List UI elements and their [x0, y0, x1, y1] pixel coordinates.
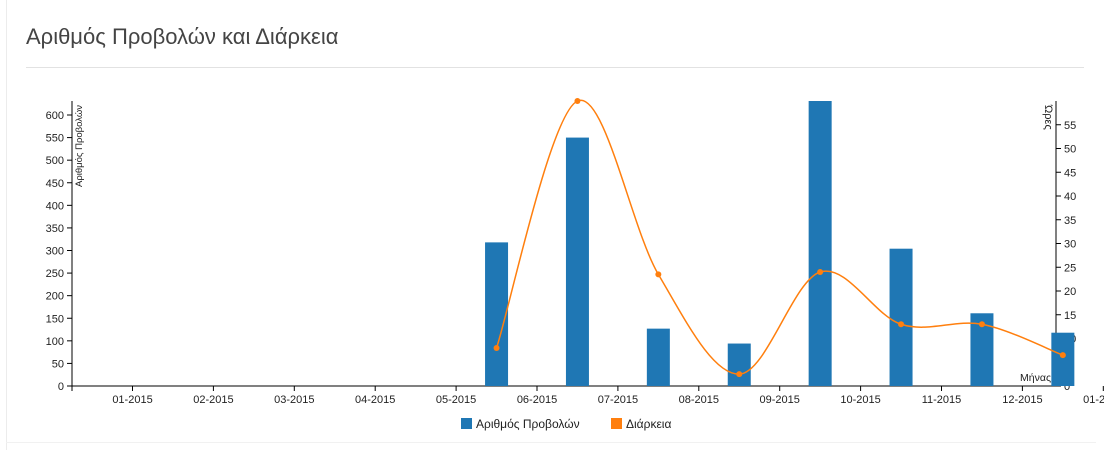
panel-bottom-border: [6, 442, 1096, 443]
legend-label-duration: Διάρκεια: [626, 417, 671, 431]
duration-point: [978, 321, 985, 328]
left-tick-label: 250: [46, 268, 64, 280]
left-tick-label: 400: [46, 200, 64, 212]
left-tick-label: 450: [46, 178, 64, 190]
right-tick-label: 15: [1064, 310, 1076, 322]
title-divider: [26, 67, 1084, 68]
right-axis-title: Ώρες: [1042, 104, 1054, 130]
x-tick-label: 04-2015: [355, 394, 395, 406]
right-tick-label: 45: [1064, 167, 1076, 179]
x-tick-label: 01-2015: [112, 394, 152, 406]
x-tick-label: 12-2015: [1002, 394, 1042, 406]
bar: [889, 248, 913, 386]
duration-point: [655, 271, 662, 278]
left-tick-label: 300: [46, 246, 64, 258]
duration-point: [574, 98, 581, 104]
duration-point: [1059, 352, 1066, 359]
bar: [485, 242, 509, 386]
bar: [565, 137, 589, 386]
bar: [808, 101, 832, 386]
x-tick-label: 08-2015: [679, 394, 719, 406]
legend-swatch-views: [461, 418, 472, 429]
left-tick-label: 0: [58, 381, 64, 393]
bar: [646, 328, 670, 386]
left-tick-label: 100: [46, 336, 64, 348]
left-tick-label: 500: [46, 155, 64, 167]
left-tick-label: 350: [46, 223, 64, 235]
panel-left-border: [6, 0, 7, 450]
left-tick-label: 150: [46, 313, 64, 325]
duration-point: [898, 321, 905, 328]
left-tick-label: 550: [46, 133, 64, 145]
x-tick-label: 01-2016: [1083, 394, 1104, 406]
right-tick-label: 20: [1064, 286, 1076, 298]
right-tick-label: 30: [1064, 239, 1076, 251]
legend: Αριθμός Προβολών Διάρκεια: [461, 417, 671, 431]
right-tick-label: 50: [1064, 144, 1076, 156]
right-tick-label: 35: [1064, 215, 1076, 227]
duration-point: [817, 269, 824, 275]
bar: [1051, 332, 1075, 386]
left-tick-label: 50: [52, 358, 64, 370]
legend-label-views: Αριθμός Προβολών: [476, 417, 580, 431]
bar-series: [485, 101, 1075, 386]
bar: [970, 313, 994, 386]
x-tick-label: 10-2015: [840, 394, 880, 406]
x-tick-label: 07-2015: [598, 394, 638, 406]
right-tick-label: 55: [1064, 120, 1076, 132]
x-tick-label: 03-2015: [274, 394, 314, 406]
x-tick-label: 06-2015: [517, 394, 557, 406]
right-tick-label: 0: [1064, 381, 1070, 393]
x-tick-label: 11-2015: [922, 394, 962, 406]
panel-title: Αριθμός Προβολών και Διάρκεια: [26, 24, 339, 49]
bar: [727, 343, 751, 386]
left-tick-label: 200: [46, 291, 64, 303]
duration-point: [493, 345, 500, 351]
line-series: [493, 98, 1066, 378]
duration-point: [736, 371, 743, 378]
left-axis-title: Αριθμός Προβολών: [74, 105, 85, 187]
left-tick-label: 600: [46, 110, 64, 122]
x-tick-label: 02-2015: [193, 394, 233, 406]
right-tick-label: 40: [1064, 191, 1076, 203]
x-axis: 01-2015 02-2015 03-2015 04-2015 05-2015 06-20…: [71, 372, 1104, 406]
x-axis-title: Μήνας: [1020, 372, 1051, 384]
x-tick-label: 09-2015: [760, 394, 800, 406]
right-tick-label: 25: [1064, 262, 1076, 274]
legend-swatch-duration: [611, 418, 622, 429]
left-y-axis: 0 50 100 150 200 250 300 350 400 450 500 550 600 Αριθ…: [46, 101, 85, 393]
x-tick-label: 05-2015: [436, 394, 476, 406]
